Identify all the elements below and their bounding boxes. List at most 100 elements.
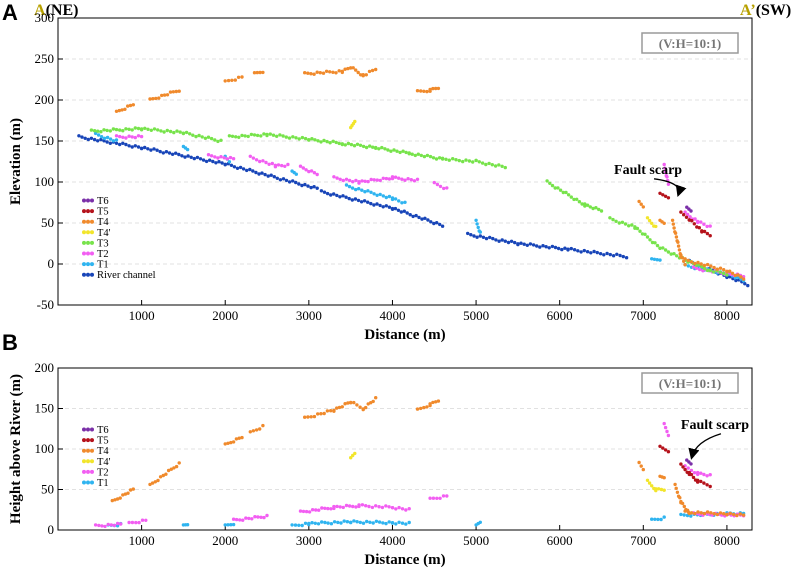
panel-a-t2-point [304, 168, 308, 172]
panel-a-t3-point [553, 186, 557, 190]
panel-a-t2-point [225, 157, 229, 161]
panel-a-river-channel-point [579, 250, 583, 254]
panel-a-t1-point [366, 189, 370, 193]
panel-a-t3-point [136, 126, 141, 131]
panel-a-river-channel-point [598, 252, 603, 256]
panel-b-t4-point [148, 482, 152, 487]
panel-a-t1-point [393, 197, 398, 201]
panel-a-y-tick-label: 250 [35, 51, 55, 66]
panel-a-t4-point [718, 266, 723, 270]
panel-b-t4-point [231, 440, 236, 444]
panel-b-t2-point [323, 506, 327, 510]
panel-a-t3-point [146, 127, 150, 131]
panel-a-river-channel-point [139, 146, 144, 151]
panel-a-t2-point [363, 179, 367, 183]
panel-a-t4-point [261, 70, 265, 75]
panel-b-t4-point [254, 428, 259, 432]
panel-a-t4-point [733, 273, 737, 278]
panel-a-river-channel-point [341, 194, 345, 198]
panel-a-t1-point [227, 160, 232, 164]
panel-a-t3-point [425, 153, 430, 158]
panel-a-t2-point [309, 169, 314, 173]
panel-a-t2-point [273, 165, 278, 169]
panel-a-t2-point [390, 176, 395, 181]
panel-b-t4-point [715, 512, 719, 517]
panel-b-t1-point [387, 520, 391, 524]
panel-a-t3-point [108, 129, 113, 133]
panel-a-river-channel-point [83, 136, 87, 140]
panel-a-t3-point [503, 165, 507, 170]
panel-a-t3-point [614, 219, 618, 223]
panel-b-t2-point [301, 509, 306, 514]
panel-a-t2-point [378, 178, 382, 183]
panel-b-t4-point [174, 464, 179, 469]
panel-a-river-channel-point [195, 155, 200, 160]
panel-a-t3-point [725, 273, 729, 277]
panel-a-river-channel-point [92, 137, 97, 142]
panel-a-t2-point [372, 178, 376, 182]
panel-b-t2-point [119, 522, 123, 526]
panel-a-t3-point [471, 160, 475, 164]
panel-a-t3-point [700, 265, 704, 269]
panel-a-t2-point [307, 169, 311, 174]
panel-a-t4-point [255, 70, 259, 75]
panel-a-t3-point [434, 157, 439, 161]
panel-a-legend-marker-river-channel [82, 272, 86, 277]
panel-a-t4-point [699, 262, 703, 266]
panel-a-river-channel-point [260, 171, 264, 175]
panel-a-fault-scarp-label: Fault scarp [614, 163, 682, 178]
panel-b-t4-point [128, 488, 133, 492]
panel-a-t2-point [698, 267, 702, 272]
panel-b-t2-point [662, 421, 666, 426]
panel-a-t1-point [478, 230, 482, 234]
panel-a-t4-point [367, 69, 372, 74]
panel-a-t4-point [709, 264, 713, 268]
panel-a-t3-point [156, 128, 160, 132]
panel-a-t3-point [194, 134, 198, 139]
panel-a-river-channel-point [186, 154, 190, 158]
panel-a-t2-point [121, 135, 125, 139]
panel-a-t4-point [346, 66, 350, 71]
panel-a-legend-marker-t5 [86, 209, 90, 214]
panel-a-x-tick-label: 8000 [714, 308, 740, 323]
panel-a-t1-point [686, 264, 690, 268]
panel-a-t4-point [730, 271, 735, 275]
panel-a-t4-point [171, 90, 176, 94]
panel-a-t1-point [363, 190, 367, 194]
panel-a-t3-point [380, 145, 384, 150]
panel-a-t3-point [480, 161, 485, 165]
panel-a-t1-point [350, 186, 355, 190]
panel-a-river-channel-point [124, 142, 128, 147]
panel-b-t4-point [431, 400, 435, 405]
panel-a-t4-point [680, 256, 684, 260]
panel-a-river-channel-point [344, 195, 348, 199]
panel-a-legend-label-t3: T3 [97, 238, 109, 249]
panel-a-t3-point [577, 200, 582, 204]
panel-a-t1-point [114, 138, 119, 142]
panel-a-river-channel-point [585, 250, 590, 254]
panel-a-t3-point [152, 127, 157, 131]
panel-a-t4-point [436, 86, 441, 91]
panel-a-t4-point [419, 89, 423, 93]
panel-b-legend-marker-t1 [86, 480, 90, 485]
panel-a-river-channel-point [605, 251, 609, 256]
panel-b-t2-point [144, 518, 148, 522]
panel-a-t3-point [464, 158, 468, 162]
panel-b-legend-marker-t4p [82, 459, 86, 464]
panel-a-t4-point [431, 86, 435, 91]
panel-a-t5-point [700, 230, 704, 234]
panel-a-t4-point [233, 78, 237, 82]
panel-a-t3-point [159, 129, 163, 133]
panel-a-t4-point [148, 97, 152, 101]
panel-a-t4-point [415, 89, 420, 93]
panel-a-t3-point [355, 142, 360, 146]
panel-a-t3-point [143, 126, 147, 130]
panel-a-river-channel-point [592, 249, 596, 254]
panel-b-t2-point [256, 515, 260, 519]
panel-a-t3-point [638, 229, 642, 233]
panel-a-river-channel-point [133, 144, 137, 148]
panel-b-t4-point [234, 437, 239, 441]
panel-a-t4-point [639, 202, 643, 206]
panel-a-legend-marker-t2 [82, 251, 86, 256]
panel-a-legend-marker-t5 [82, 209, 86, 214]
